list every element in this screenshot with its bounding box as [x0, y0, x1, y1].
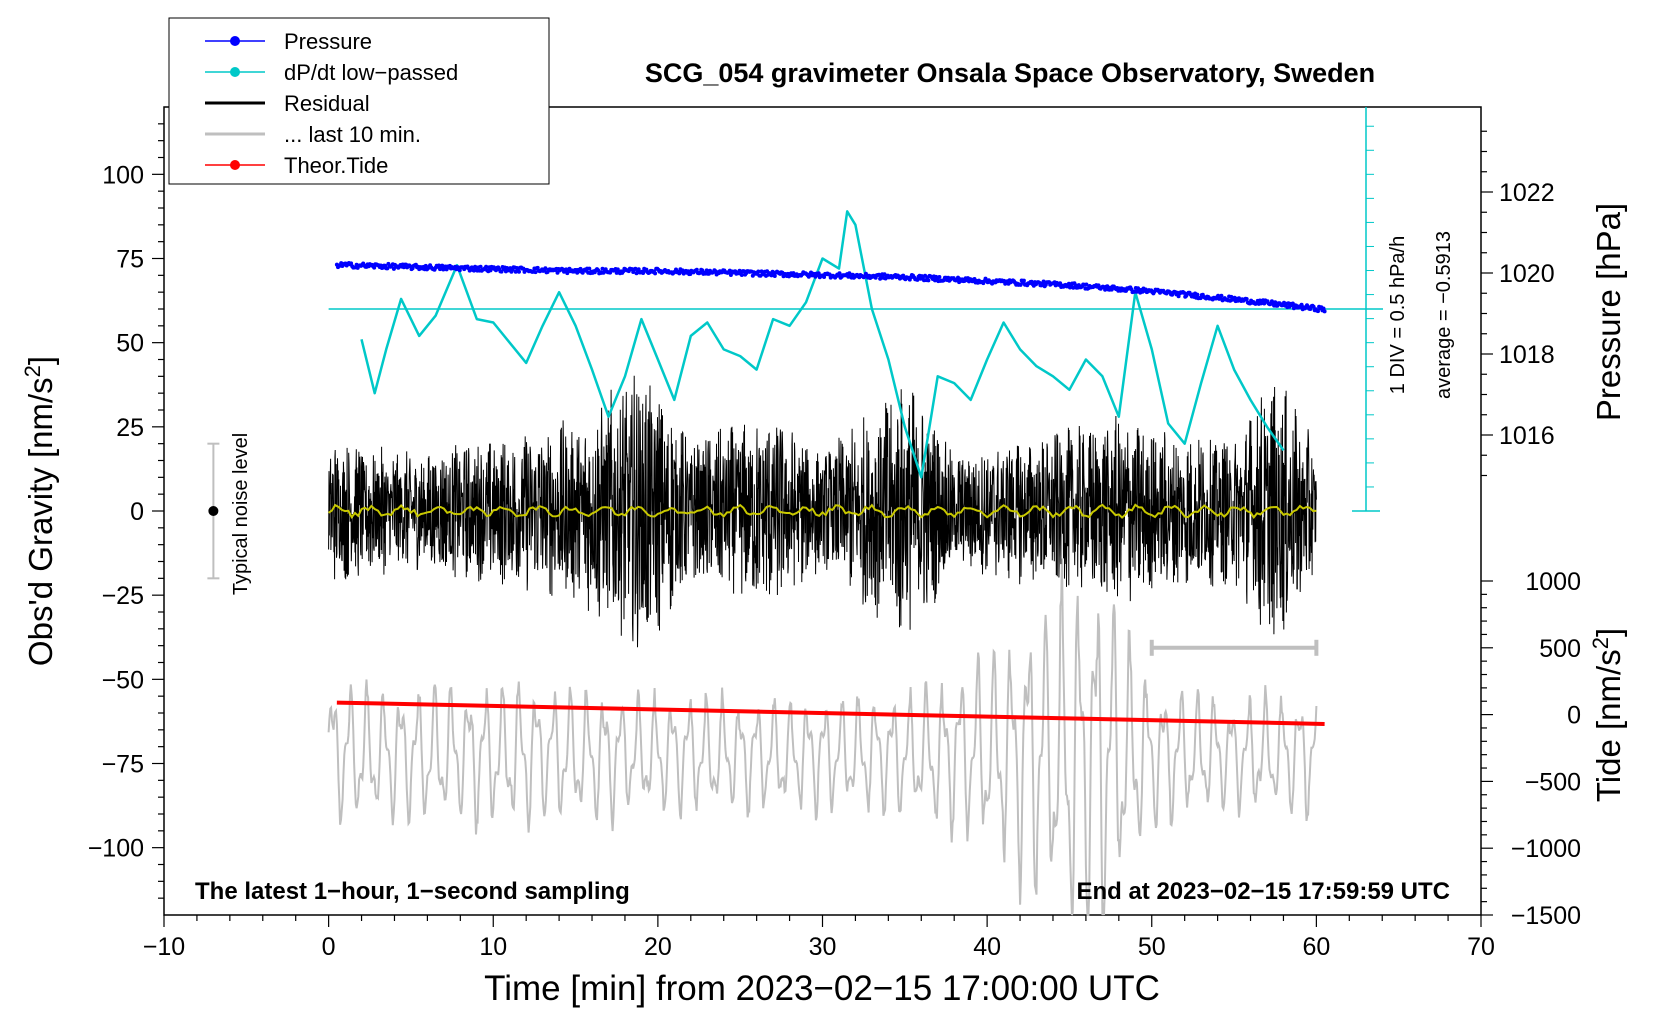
- x-tick-label: 30: [809, 933, 837, 961]
- annotation-dpdt-scale: 1 DIV = 0.5 hPa/h: [1387, 236, 1409, 394]
- legend-label-4: Theor.Tide: [284, 153, 388, 178]
- tide-tick-label: 500: [1539, 635, 1581, 663]
- pressure-point: [1195, 292, 1200, 297]
- pressure-point: [1103, 287, 1108, 292]
- pressure-tick-label: 1018: [1499, 341, 1555, 369]
- pressure-point: [847, 271, 852, 276]
- x-tick-label: 40: [973, 933, 1001, 961]
- tide-tick-label: 1000: [1525, 568, 1581, 596]
- tide-tick-label: −500: [1525, 768, 1581, 796]
- y-axis-label-gravity: Obs'd Gravity [nm/s2]: [20, 356, 59, 666]
- pressure-point: [1244, 297, 1249, 301]
- tide-tick-label: −1500: [1511, 902, 1581, 930]
- series-dpdt: [360, 210, 1285, 479]
- pressure-point: [756, 269, 761, 274]
- pressure-point: [1273, 300, 1278, 305]
- pressure-point: [937, 275, 942, 279]
- x-tick-label: 60: [1302, 933, 1330, 961]
- series-theor-tide: [336, 700, 1325, 726]
- pressure-tick-label: 1020: [1499, 260, 1555, 288]
- gravity-tick-label: 25: [116, 414, 144, 442]
- pressure-point: [822, 275, 827, 279]
- gravity-tick-label: −25: [102, 582, 144, 610]
- pressure-point: [484, 264, 489, 269]
- noise-bar-center: [208, 506, 219, 516]
- pressure-point: [633, 266, 638, 271]
- gravity-tick-label: 50: [116, 330, 144, 358]
- pressure-point: [1105, 284, 1110, 289]
- pressure-point: [601, 270, 606, 275]
- legend-marker-0: [230, 36, 240, 46]
- pressure-point: [457, 268, 462, 273]
- chart-title: SCG_054 gravimeter Onsala Space Observat…: [645, 58, 1375, 88]
- y-axis-label-pressure: Pressure [hPa]: [1590, 203, 1627, 421]
- series-last-10-min: [327, 558, 1318, 916]
- x-tick-label: 0: [322, 933, 336, 961]
- axes-layer: −10 0 10 20 30 40 50 60 701007550250−25−50−75−10…: [88, 123, 1581, 961]
- annotation-noise-level: Typical noise level: [230, 433, 252, 595]
- annotation-end-time: End at 2023−02−15 17:59:59 UTC: [1076, 878, 1450, 905]
- legend-box: [168, 17, 550, 185]
- gravity-tick-label: −100: [88, 835, 144, 863]
- gravity-tick-label: −75: [102, 751, 144, 779]
- tide-tick-label: 0: [1567, 702, 1581, 730]
- pressure-point: [517, 269, 521, 274]
- annotation-sampling: The latest 1−hour, 1−second sampling: [195, 878, 630, 905]
- x-tick-label: 70: [1467, 933, 1495, 961]
- pressure-point: [478, 264, 483, 269]
- data-layer: [207, 107, 1383, 916]
- pressure-point: [772, 274, 777, 278]
- x-tick-label: 50: [1138, 933, 1166, 961]
- tide-tick-label: −1000: [1511, 835, 1581, 863]
- pressure-tick-label: 1016: [1499, 422, 1555, 450]
- x-tick-label: 10: [479, 933, 507, 961]
- pressure-point: [533, 270, 538, 275]
- pressure-point: [915, 277, 920, 282]
- pressure-point: [1219, 293, 1224, 298]
- legend-label-3: ... last 10 min.: [284, 122, 421, 147]
- pressure-point: [1021, 278, 1026, 283]
- series-residual: [328, 375, 1317, 648]
- pressure-point: [636, 267, 641, 272]
- pressure-point: [704, 268, 709, 273]
- x-tick-label: 20: [644, 933, 672, 961]
- series-pressure: [334, 261, 1327, 314]
- legend-label-0: Pressure: [284, 29, 372, 54]
- pressure-point: [587, 266, 592, 271]
- pressure-point: [837, 271, 842, 276]
- pressure-point: [653, 271, 658, 276]
- pressure-point: [739, 273, 744, 277]
- series-residual-mean: [328, 503, 1317, 520]
- pressure-point: [926, 278, 931, 283]
- pressure-point: [1322, 309, 1327, 314]
- pressure-point: [1198, 296, 1203, 301]
- pressure-point: [372, 265, 377, 270]
- gravity-tick-label: 100: [102, 161, 144, 189]
- pressure-point: [1084, 282, 1089, 287]
- x-axis-label: Time [min] from 2023−02−15 17:00:00 UTC: [484, 969, 1160, 1008]
- annotation-dpdt-average: average = −0.5913: [1433, 231, 1455, 399]
- legend-label-2: Residual: [284, 91, 370, 116]
- legend: Pressure dP/dt low−passed Residual ... last…: [168, 17, 550, 185]
- pressure-point: [769, 273, 774, 278]
- y-axis-label-tide: Tide [nm/s2]: [1588, 628, 1627, 802]
- gravity-tick-label: 0: [130, 498, 144, 526]
- pressure-point: [543, 266, 548, 271]
- pressure-point: [1316, 309, 1320, 314]
- gravity-tick-label: 75: [116, 246, 144, 274]
- pressure-point: [1182, 290, 1187, 295]
- legend-label-1: dP/dt low−passed: [284, 60, 458, 85]
- pressure-point: [694, 267, 699, 272]
- legend-marker-4: [230, 160, 240, 170]
- x-tick-label: −10: [143, 933, 185, 961]
- pressure-point: [1041, 279, 1046, 284]
- pressure-tick-label: 1022: [1499, 179, 1555, 207]
- gravity-tick-label: −50: [102, 666, 144, 694]
- pressure-point: [1109, 287, 1114, 292]
- legend-marker-1: [230, 67, 240, 77]
